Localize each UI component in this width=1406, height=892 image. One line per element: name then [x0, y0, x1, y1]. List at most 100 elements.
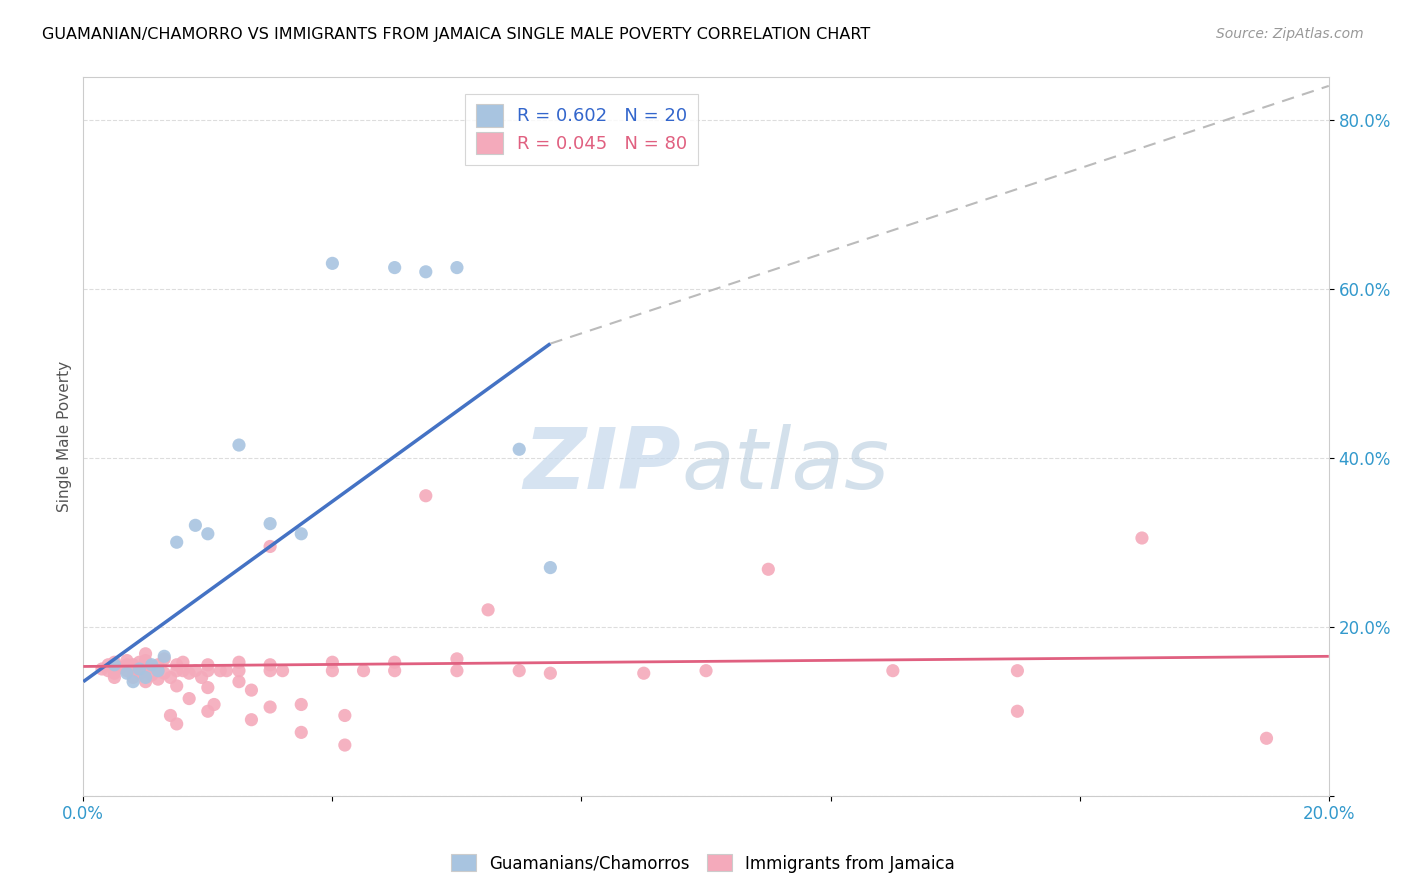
Point [103, 655, 125, 669]
Point [184, 518, 207, 533]
Point [321, 256, 343, 270]
Point [446, 260, 468, 275]
Point [115, 664, 138, 678]
Point [166, 717, 188, 731]
Point [141, 668, 163, 682]
Point [508, 664, 530, 678]
Point [1130, 531, 1153, 545]
Point [633, 666, 655, 681]
Point [128, 666, 150, 681]
Point [384, 260, 406, 275]
Point [159, 708, 181, 723]
Point [97, 664, 120, 678]
Text: Source: ZipAtlas.com: Source: ZipAtlas.com [1216, 27, 1364, 41]
Point [197, 657, 219, 672]
Point [259, 700, 281, 714]
Legend: Guamanians/Chamorros, Immigrants from Jamaica: Guamanians/Chamorros, Immigrants from Ja… [444, 847, 962, 880]
Point [135, 647, 157, 661]
Point [166, 535, 188, 549]
Point [146, 664, 169, 678]
Point [209, 664, 232, 678]
Point [103, 670, 125, 684]
Point [135, 670, 157, 684]
Point [146, 664, 169, 678]
Point [146, 672, 169, 686]
Point [756, 562, 779, 576]
Point [1007, 704, 1029, 718]
Point [135, 660, 157, 674]
Point [115, 657, 138, 672]
Point [122, 674, 145, 689]
Point [153, 666, 176, 681]
Point [91, 662, 114, 676]
Point [259, 657, 281, 672]
Point [197, 704, 219, 718]
Point [166, 657, 188, 672]
Point [415, 265, 437, 279]
Point [384, 655, 406, 669]
Point [153, 649, 176, 664]
Point [271, 664, 294, 678]
Point [184, 664, 207, 678]
Point [202, 698, 225, 712]
Point [259, 516, 281, 531]
Point [333, 708, 356, 723]
Point [446, 664, 468, 678]
Point [172, 664, 194, 678]
Point [695, 664, 717, 678]
Point [141, 659, 163, 673]
Legend: R = 0.602   N = 20, R = 0.045   N = 80: R = 0.602 N = 20, R = 0.045 N = 80 [465, 94, 699, 165]
Point [179, 666, 201, 681]
Point [122, 657, 145, 672]
Text: atlas: atlas [681, 424, 889, 507]
Point [240, 683, 263, 698]
Point [197, 664, 219, 678]
Point [122, 662, 145, 676]
Point [259, 664, 281, 678]
Point [321, 664, 343, 678]
Point [166, 679, 188, 693]
Point [353, 664, 375, 678]
Point [103, 657, 125, 672]
Point [215, 664, 238, 678]
Point [415, 489, 437, 503]
Point [172, 655, 194, 669]
Point [141, 657, 163, 672]
Point [228, 664, 250, 678]
Y-axis label: Single Male Poverty: Single Male Poverty [58, 361, 72, 512]
Point [128, 662, 150, 676]
Point [179, 691, 201, 706]
Point [228, 438, 250, 452]
Point [477, 603, 499, 617]
Point [259, 540, 281, 554]
Point [290, 698, 312, 712]
Point [190, 670, 212, 684]
Point [240, 713, 263, 727]
Text: GUAMANIAN/CHAMORRO VS IMMIGRANTS FROM JAMAICA SINGLE MALE POVERTY CORRELATION CH: GUAMANIAN/CHAMORRO VS IMMIGRANTS FROM JA… [42, 27, 870, 42]
Point [538, 666, 561, 681]
Point [290, 526, 312, 541]
Point [228, 674, 250, 689]
Point [115, 654, 138, 668]
Point [122, 670, 145, 684]
Point [197, 681, 219, 695]
Point [103, 666, 125, 681]
Point [115, 666, 138, 681]
Point [446, 652, 468, 666]
Point [290, 725, 312, 739]
Point [384, 664, 406, 678]
Point [508, 442, 530, 457]
Point [110, 660, 132, 674]
Point [228, 655, 250, 669]
Point [153, 652, 176, 666]
Point [135, 674, 157, 689]
Point [321, 655, 343, 669]
Point [135, 664, 157, 678]
Point [333, 738, 356, 752]
Point [146, 657, 169, 672]
Point [159, 670, 181, 684]
Point [1007, 664, 1029, 678]
Point [128, 655, 150, 669]
Point [103, 662, 125, 676]
Point [97, 657, 120, 672]
